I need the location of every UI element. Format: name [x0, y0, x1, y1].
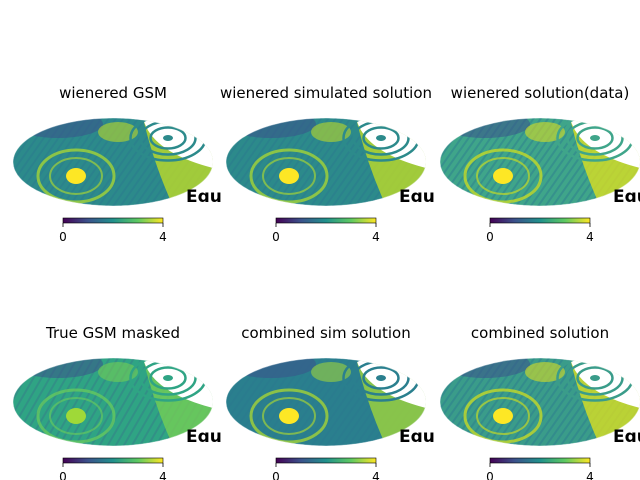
sky-map [13, 358, 213, 446]
panel-title: combined solution [471, 324, 609, 342]
sky-map [13, 118, 213, 206]
panel-title: True GSM masked [45, 324, 180, 342]
colorbar-tick-label: 0 [272, 230, 280, 244]
map-panel: wienered GSM Equ 0 4 [12, 84, 222, 244]
map-panel: combined solution Equ 0 4 [439, 324, 640, 480]
map-panel: wienered simulated solution Equ 0 4 [220, 84, 435, 244]
colorbar-tick-label: 0 [59, 230, 67, 244]
bright-source [66, 408, 86, 424]
bright-source [493, 408, 513, 424]
map-panel: wienered solution(data) Equ 0 4 [439, 84, 640, 244]
panel-title: wienered solution(data) [451, 84, 630, 102]
bright-source [279, 168, 299, 184]
colorbar-tick-label: 0 [59, 470, 67, 480]
bright-source [66, 168, 86, 184]
coord-label: Equ [399, 427, 435, 447]
panel-title: wienered simulated solution [220, 84, 432, 102]
colorbar-tick-label: 4 [586, 470, 594, 480]
colorbar [275, 217, 377, 224]
colorbar-tick-label: 0 [272, 470, 280, 480]
colorbar-tick-label: 0 [486, 230, 494, 244]
sky-map [226, 358, 426, 446]
colorbar [62, 457, 164, 464]
colorbar-tick-label: 4 [586, 230, 594, 244]
coord-label: Equ [399, 187, 435, 207]
colorbar-tick-label: 4 [372, 470, 380, 480]
coord-label: Equ [613, 187, 640, 207]
colorbar [275, 457, 377, 464]
colorbar-tick-label: 4 [159, 470, 167, 480]
bright-source [279, 408, 299, 424]
map-panel: combined sim solution Equ 0 4 [225, 324, 435, 480]
colorbar [489, 217, 591, 224]
sky-map [440, 118, 640, 206]
coord-label: Equ [186, 187, 222, 207]
map-panel: True GSM masked Equ 0 4 [12, 324, 222, 480]
colorbar-tick-label: 0 [486, 470, 494, 480]
colorbar-tick-label: 4 [159, 230, 167, 244]
colorbar [489, 457, 591, 464]
panel-title: wienered GSM [59, 84, 167, 102]
colorbar [62, 217, 164, 224]
sky-map [440, 358, 640, 446]
coord-label: Equ [613, 427, 640, 447]
colorbar-tick-label: 4 [372, 230, 380, 244]
sky-map [226, 118, 426, 206]
coord-label: Equ [186, 427, 222, 447]
panel-title: combined sim solution [241, 324, 411, 342]
bright-source [493, 168, 513, 184]
